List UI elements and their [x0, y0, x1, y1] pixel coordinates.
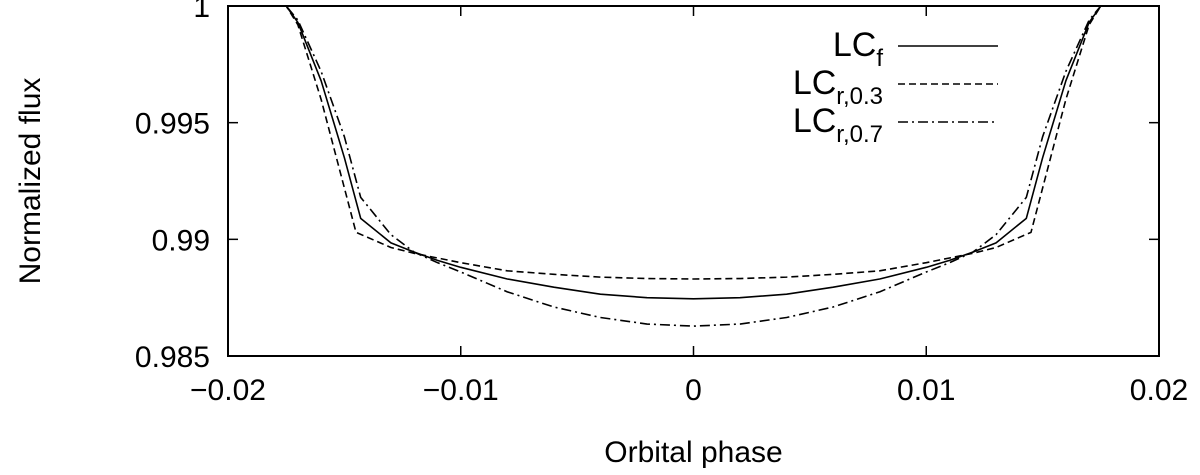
plot-area — [228, 5, 1159, 327]
legend-label-main: LC — [793, 64, 836, 102]
legend-label-1: LCr,0.3 — [793, 64, 883, 110]
plot-frame — [227, 5, 1160, 357]
x-tick-label: −0.02 — [190, 374, 266, 407]
y-axis-title: Normalized flux — [14, 78, 47, 285]
legend-label-subscript: r,0.7 — [836, 121, 883, 148]
legend-label-subscript: r,0.3 — [836, 83, 883, 110]
y-tick-label: 0.985 — [135, 341, 210, 374]
axis-ticks: −0.02 −0.01 0 0.01 0.02 0.985 0.99 0.995 1 — [135, 0, 1188, 407]
series-line-2 — [228, 5, 1159, 327]
x-axis-title: Orbital phase — [604, 436, 782, 469]
legend-label-0: LCf — [833, 26, 883, 72]
x-tick-label: 0.01 — [897, 374, 955, 407]
x-tick-label: 0 — [685, 374, 702, 407]
legend-label-main: LC — [833, 26, 876, 64]
x-tick-label: −0.01 — [423, 374, 499, 407]
legend-label-main: LC — [793, 102, 836, 140]
legend-label-subscript: f — [876, 45, 883, 72]
y-tick-label: 0.995 — [135, 108, 210, 141]
x-tick-label: 0.02 — [1130, 374, 1188, 407]
y-tick-label: 0.99 — [152, 224, 210, 257]
legend-label-2: LCr,0.7 — [793, 102, 883, 148]
series-line-0 — [228, 5, 1159, 300]
series-line-1 — [228, 5, 1159, 280]
y-tick-label: 1 — [193, 0, 210, 24]
